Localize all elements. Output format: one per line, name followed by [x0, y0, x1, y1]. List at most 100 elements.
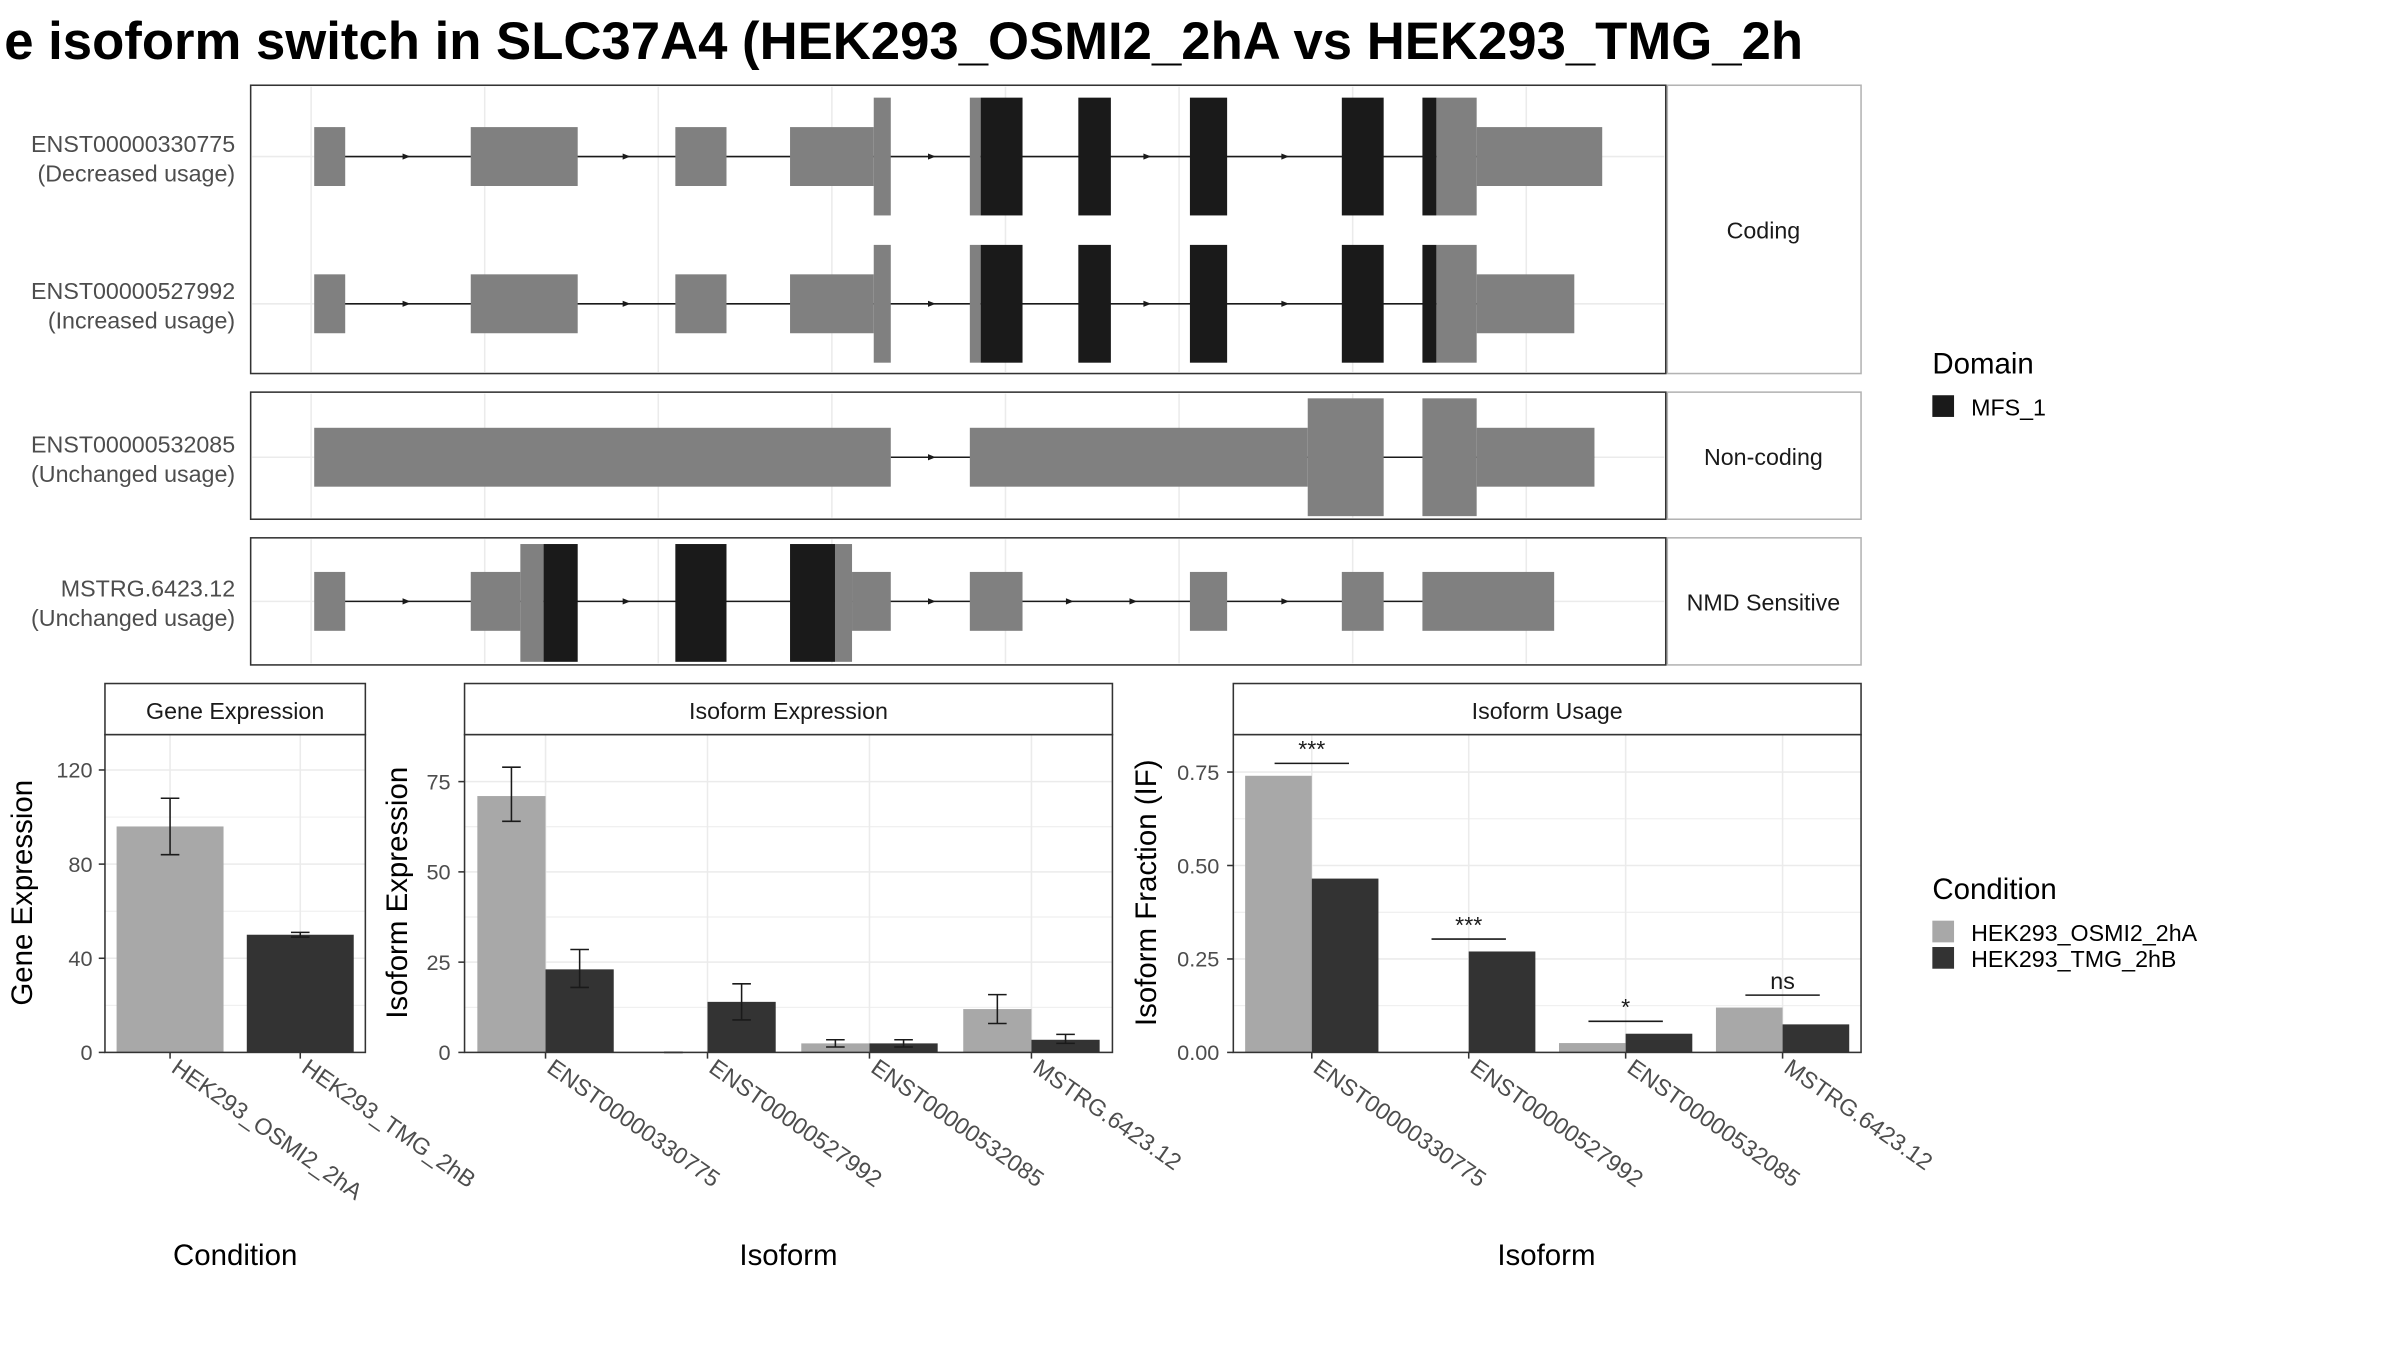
legend-title: Domain — [1932, 348, 2033, 381]
y-axis-title: Gene Expression — [6, 780, 39, 1006]
isoform-track-mstrg-6423-12 — [314, 544, 1555, 662]
x-tick-label: ENST00000532085 — [867, 1054, 1049, 1192]
legend-swatch — [1932, 920, 1955, 943]
strip-label-nmd-sensitive: NMD Sensitive — [1687, 590, 1841, 616]
facet-strip — [104, 682, 367, 736]
y-tick-label: 0.25 — [1177, 947, 1219, 972]
bar-enst00000330775-hek293-osmi2-2ha — [1245, 775, 1312, 1053]
structure-panel-nmd-sensitive: NMD Sensitive MSTRG.6423.12 (Unchanged u… — [31, 537, 1862, 666]
x-tick-label: MSTRG.6423.12 — [1780, 1054, 1938, 1175]
bar-hek293-tmg-2hb — [246, 934, 354, 1053]
structure-panel-noncoding: Non-coding ENST00000532085 (Unchanged us… — [31, 391, 1862, 521]
strip-label-noncoding: Non-coding — [1704, 444, 1823, 470]
legend-label: HEK293_OSMI2_2hA — [1971, 920, 2198, 946]
x-axis: ENST00000330775ENST00000527992ENST000005… — [543, 1052, 1187, 1192]
error-bar — [826, 1038, 845, 1048]
isoform-usage-label: (Increased usage) — [48, 308, 235, 334]
y-tick-label: 0.00 — [1177, 1040, 1219, 1065]
x-axis-title: Condition — [173, 1239, 297, 1272]
bar-hek293-osmi2-2ha — [116, 826, 224, 1053]
structure-panel-coding: Coding ENST00000330775 (Decreased usage)… — [31, 84, 1862, 375]
exons — [314, 398, 1595, 517]
x-axis-title: Isoform — [739, 1239, 837, 1272]
x-tick-label: ENST00000330775 — [1309, 1054, 1491, 1192]
exons — [314, 97, 1603, 216]
isoform-usage-label: (Unchanged usage) — [31, 605, 235, 631]
panel-frame — [104, 733, 367, 1054]
error-bar — [290, 931, 310, 938]
intron-arrows — [927, 454, 936, 461]
x-tick-label: ENST00000330775 — [543, 1054, 725, 1192]
facet-strip-label: Gene Expression — [146, 698, 324, 724]
figure-title: e isoform switch in SLC37A4 (HEK293_OSMI… — [4, 12, 1803, 71]
y-axis: 0.00 0.25 0.50 0.75 — [1177, 760, 1234, 1065]
error-bar — [160, 797, 180, 856]
significance-label: * — [1621, 994, 1630, 1020]
domain-mfs1 — [980, 244, 1437, 363]
isoform-track-enst00000532085 — [314, 398, 1595, 517]
x-axis-title: Isoform — [1497, 1239, 1595, 1272]
isoform-expression-chart: Isoform Expression 0 25 50 75 ENST00000330775… — [381, 682, 1187, 1272]
y-tick-label: 25 — [426, 950, 450, 975]
intron-arrows — [402, 153, 1290, 160]
legend-swatch — [1932, 395, 1955, 417]
exons — [314, 244, 1575, 363]
domain-mfs1 — [980, 97, 1437, 216]
bar-enst00000330775-hek293-tmg-2hb — [1311, 878, 1379, 1053]
isoform-track-enst00000330775 — [314, 97, 1603, 216]
y-tick-label: 0 — [439, 1040, 451, 1065]
facet-strip-label: Isoform Usage — [1472, 698, 1623, 724]
y-axis-title: Isoform Expression — [381, 767, 414, 1019]
y-tick-label: 0.75 — [1177, 760, 1219, 785]
error-bar — [570, 948, 589, 989]
y-tick-label: 120 — [56, 758, 92, 783]
x-tick-label: ENST00000527992 — [1466, 1054, 1648, 1192]
significance-label: ns — [1770, 968, 1795, 994]
error-bar — [988, 993, 1007, 1025]
y-axis: 0 25 50 75 — [426, 769, 465, 1065]
intron-arrows — [402, 300, 1290, 307]
isoform-usage-label: (Unchanged usage) — [31, 461, 235, 487]
strip-coding — [1666, 84, 1862, 375]
facet-strip-label: Isoform Expression — [689, 698, 888, 724]
x-tick-label: ENST00000532085 — [1623, 1054, 1805, 1192]
isoform-usage-chart: Isoform Usage*******ns0.000.250.500.75EN… — [1130, 682, 1938, 1272]
bars — [477, 766, 1100, 1054]
error-bar — [894, 1038, 913, 1048]
facet-strip — [1232, 682, 1862, 736]
legend-domain: Domain MFS_1 — [1932, 348, 2046, 420]
y-tick-label: 40 — [68, 946, 92, 971]
x-tick-label: MSTRG.6423.12 — [1029, 1054, 1187, 1175]
isoform-label: ENST00000532085 — [31, 432, 235, 458]
y-tick-label: 75 — [426, 769, 450, 794]
y-tick-label: 0 — [81, 1040, 93, 1065]
bar-enst00000532085-hek293-tmg-2hb — [1625, 1033, 1693, 1053]
bar-mstrg-6423-12-hek293-tmg-2hb — [1031, 1039, 1100, 1053]
bar-enst00000532085-hek293-osmi2-2ha — [801, 1043, 870, 1053]
isoform-structure-plot: Coding ENST00000330775 (Decreased usage)… — [31, 84, 1862, 666]
strip-nmd-sensitive — [1666, 537, 1862, 666]
panel-frame — [1232, 733, 1862, 1054]
strip-label-coding: Coding — [1727, 218, 1801, 244]
isoform-label: ENST00000330775 — [31, 131, 235, 157]
y-axis-title: Isoform Fraction (IF) — [1130, 759, 1163, 1026]
isoform-usage-label: (Decreased usage) — [38, 160, 236, 186]
isoform-label: ENST00000527992 — [31, 278, 235, 304]
y-tick-label: 0.50 — [1177, 853, 1219, 878]
isoform-track-enst00000527992 — [314, 244, 1575, 363]
error-bar — [1056, 1033, 1075, 1045]
bar-mstrg-6423-12-hek293-tmg-2hb — [1782, 1024, 1850, 1053]
error-bar — [502, 766, 521, 823]
intron-arrows — [402, 598, 1290, 605]
legend-label: HEK293_TMG_2hB — [1971, 946, 2176, 972]
legend-label: MFS_1 — [1971, 394, 2046, 420]
legend-swatch — [1932, 947, 1955, 969]
x-axis: ENST00000330775ENST00000527992ENST000005… — [1309, 1052, 1938, 1192]
y-tick-label: 80 — [68, 852, 92, 877]
bar-enst00000532085-hek293-osmi2-2ha — [1559, 1043, 1626, 1053]
bars: *******ns — [1245, 736, 1850, 1053]
legend-condition: Condition HEK293_OSMI2_2hA HEK293_TMG_2h… — [1932, 873, 2198, 972]
legend-title: Condition — [1932, 873, 2056, 906]
